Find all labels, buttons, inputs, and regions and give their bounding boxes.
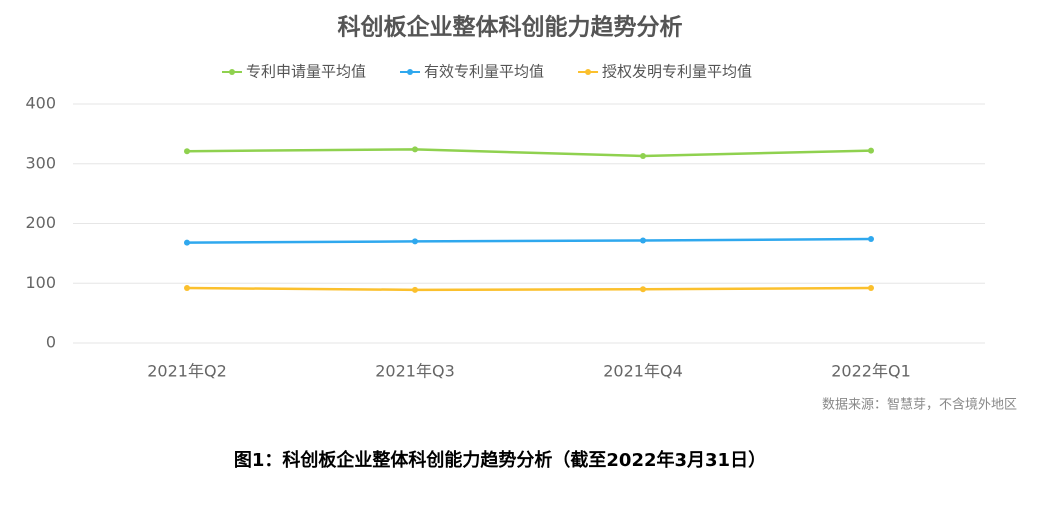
point — [640, 237, 646, 244]
x-tick-label: 2022年Q1 — [831, 362, 911, 381]
y-tick-label: 400 — [25, 94, 56, 113]
point — [868, 236, 874, 243]
legend-marker — [585, 69, 592, 75]
y-tick-label: 200 — [25, 213, 56, 232]
chart-title: 科创板企业整体科创能力趋势分析 — [338, 14, 683, 41]
series-line — [186, 286, 872, 292]
x-tick-label: 2021年Q3 — [375, 362, 455, 381]
point — [184, 285, 190, 292]
point — [184, 239, 190, 246]
point — [412, 286, 418, 293]
series-line — [186, 237, 872, 244]
series-line — [186, 148, 872, 158]
point — [640, 286, 646, 293]
caption: 图1：科创板企业整体科创能力趋势分析（截至2022年3月31日） — [234, 449, 766, 471]
point — [412, 146, 418, 153]
point — [868, 147, 874, 154]
legend-label: 专利申请量平均值 — [246, 63, 366, 81]
legend-label: 有效专利量平均值 — [424, 63, 544, 81]
y-tick-label: 100 — [25, 273, 56, 292]
y-tick-label: 300 — [25, 153, 56, 172]
point — [640, 152, 646, 159]
legend-marker — [229, 69, 235, 75]
source-note: 数据来源：智慧芽，不含境外地区 — [822, 397, 1017, 413]
legend-label: 授权发明专利量平均值 — [602, 63, 752, 81]
x-tick-label: 2021年Q2 — [147, 362, 227, 381]
y-tick-label: 0 — [46, 333, 56, 352]
point — [412, 238, 418, 245]
point — [184, 148, 190, 155]
legend-marker — [407, 69, 414, 75]
point — [868, 285, 874, 292]
x-tick-label: 2021年Q4 — [603, 362, 683, 381]
